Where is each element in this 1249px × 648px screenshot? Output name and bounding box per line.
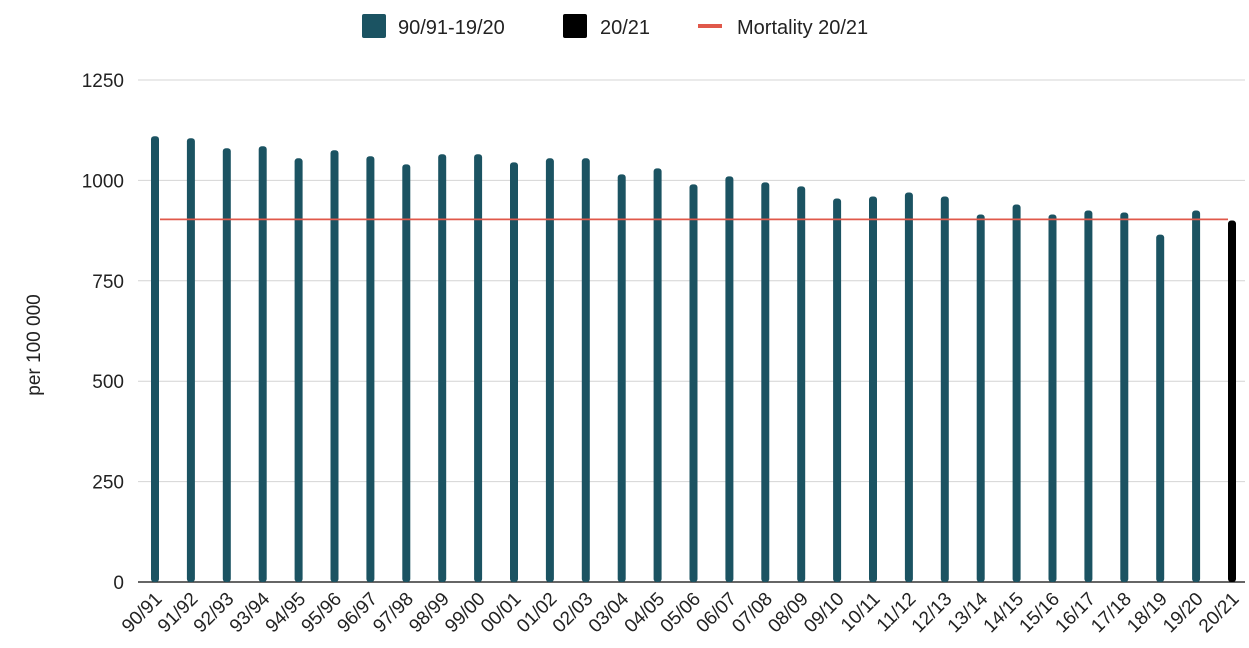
x-tick-label: 90/91 <box>118 589 166 637</box>
bar <box>366 156 375 582</box>
x-tick-label: 15/16 <box>1016 589 1064 637</box>
y-tick-labels: 0 250 500 750 1000 1250 <box>82 71 124 594</box>
bar <box>761 182 770 582</box>
bar <box>222 148 231 582</box>
x-tick-label: 96/97 <box>333 589 381 637</box>
x-tick-label: 91/92 <box>154 589 202 637</box>
x-tick-label: 01/02 <box>513 589 561 637</box>
bar <box>545 158 554 582</box>
bar <box>474 154 483 582</box>
y-axis-title: per 100 000 <box>24 294 45 395</box>
legend-swatch-mortality <box>698 24 722 28</box>
bar <box>1084 210 1093 582</box>
x-tick-label: 94/95 <box>262 589 310 637</box>
bar <box>294 158 303 582</box>
x-tick-label: 06/07 <box>692 589 740 637</box>
bar <box>438 154 447 582</box>
x-tick-label: 95/96 <box>298 589 346 637</box>
x-tick-label: 99/00 <box>441 589 489 637</box>
bar <box>689 184 698 582</box>
bar <box>1228 220 1236 582</box>
bar <box>186 138 195 582</box>
bar <box>904 192 913 582</box>
y-tick-label: 500 <box>92 372 124 393</box>
bar <box>797 186 806 582</box>
x-tick-label: 02/03 <box>549 589 597 637</box>
bar <box>617 174 626 582</box>
legend-label-historic: 90/91-19/20 <box>398 17 505 39</box>
bar <box>833 198 842 583</box>
x-tick-label: 12/13 <box>908 589 956 637</box>
legend-swatch-current <box>563 14 587 38</box>
bar <box>402 164 411 582</box>
bar <box>1048 214 1057 582</box>
x-tick-label: 03/04 <box>585 588 634 637</box>
legend-swatch-historic <box>362 14 386 38</box>
bar <box>1120 212 1129 582</box>
bars <box>151 136 1236 583</box>
bar <box>510 162 518 582</box>
x-tick-label: 04/05 <box>621 589 669 637</box>
x-tick-label: 18/19 <box>1123 589 1171 637</box>
x-tick-labels: 90/9191/9292/9393/9494/9595/9696/9797/98… <box>118 588 1243 637</box>
bar <box>976 214 985 582</box>
x-tick-label: 17/18 <box>1087 589 1135 637</box>
legend-label-mortality: Mortality 20/21 <box>737 17 868 39</box>
x-tick-label: 05/06 <box>657 589 705 637</box>
y-tick-label: 0 <box>113 573 124 594</box>
bar <box>258 146 267 582</box>
x-tick-label: 19/20 <box>1159 589 1207 637</box>
x-tick-label: 07/08 <box>728 589 776 637</box>
bar <box>1192 210 1201 582</box>
bar <box>581 158 590 582</box>
bar <box>869 196 877 583</box>
bar <box>725 176 734 582</box>
x-tick-label: 10/11 <box>837 589 884 636</box>
bar <box>653 168 662 583</box>
x-tick-label: 93/94 <box>226 588 275 637</box>
x-tick-label: 08/09 <box>764 589 812 637</box>
x-tick-label: 92/93 <box>190 589 238 637</box>
y-tick-label: 750 <box>92 272 124 293</box>
y-tick-label: 250 <box>92 473 124 494</box>
y-tick-label: 1250 <box>82 71 124 92</box>
x-tick-label: 14/15 <box>980 589 1028 637</box>
bar <box>330 150 339 582</box>
bar <box>1012 204 1021 582</box>
bar <box>940 196 949 583</box>
legend: 90/91-19/20 20/21 Mortality 20/21 <box>362 14 868 39</box>
x-tick-label: 20/21 <box>1195 589 1243 637</box>
legend-label-current: 20/21 <box>600 17 650 39</box>
x-tick-label: 09/10 <box>800 589 848 637</box>
x-tick-label: 16/17 <box>1051 589 1099 637</box>
bar <box>151 136 159 582</box>
x-tick-label: 98/99 <box>405 589 453 637</box>
bar <box>1156 234 1165 582</box>
y-tick-label: 1000 <box>82 171 124 192</box>
x-tick-label: 13/14 <box>944 588 993 637</box>
x-tick-label: 00/01 <box>477 589 525 637</box>
x-tick-label: 97/98 <box>369 589 417 637</box>
